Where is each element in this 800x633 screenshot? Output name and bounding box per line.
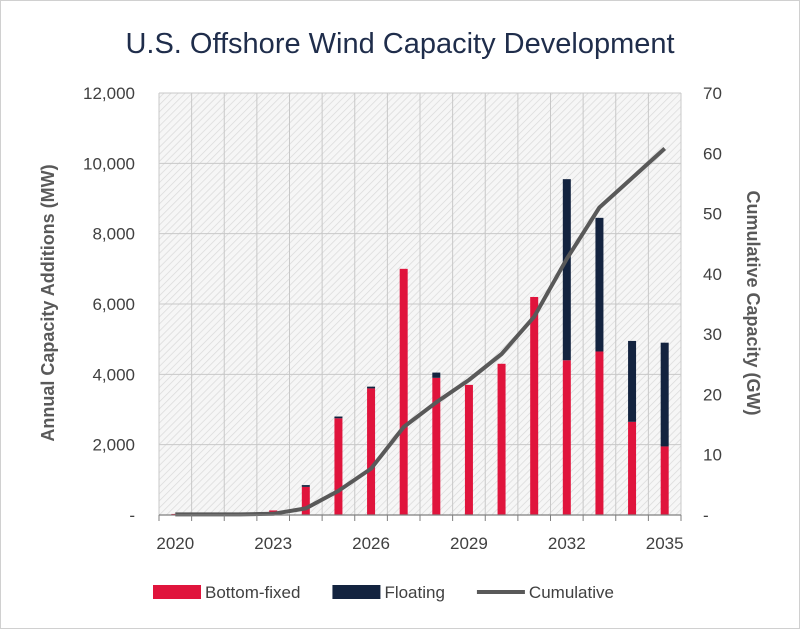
- bar-floating: [432, 372, 441, 378]
- bar-bottom-fixed: [595, 351, 604, 515]
- bar-bottom-fixed: [530, 296, 539, 515]
- y-tick-label: 4,000: [92, 365, 135, 384]
- bar-floating: [301, 485, 310, 487]
- grid-layer: [158, 92, 682, 515]
- x-tick-label: 2020: [156, 534, 194, 553]
- bar-bottom-fixed: [399, 268, 408, 515]
- axes-layer: 2020 2023 2026 2029 2032 2035-2,0004,0006,000…: [83, 84, 722, 553]
- y2-tick-label: 50: [703, 205, 722, 224]
- x-tick-label: 2026: [352, 534, 390, 553]
- bar-floating: [628, 340, 637, 422]
- bar-bottom-fixed: [497, 363, 506, 515]
- bar-floating: [334, 416, 343, 419]
- bar-floating: [367, 386, 376, 389]
- y2-tick-label: 40: [703, 265, 722, 284]
- cumulative-line: [175, 147, 667, 517]
- bar-bottom-fixed: [301, 486, 310, 515]
- y-tick-label: 12,000: [83, 84, 135, 103]
- legend-label-floating: Floating: [384, 583, 444, 602]
- y-tick-label: 2,000: [92, 436, 135, 455]
- bar-bottom-fixed: [628, 421, 637, 515]
- legend-label-bottom-fixed: Bottom-fixed: [205, 583, 300, 602]
- chart-title: U.S. Offshore Wind Capacity Development: [125, 28, 674, 60]
- y2-tick-label: 70: [703, 84, 722, 103]
- x-tick-label: 2032: [548, 534, 586, 553]
- x-tick-label: 2029: [450, 534, 488, 553]
- line-layer: [175, 147, 667, 517]
- bar-bottom-fixed: [367, 388, 376, 515]
- bar-bottom-fixed: [432, 377, 441, 515]
- bar-floating: [562, 179, 571, 361]
- legend: Bottom-fixed Floating Cumulative: [153, 583, 614, 602]
- x-tick-label: 2035: [646, 534, 684, 553]
- y-tick-label: 10,000: [83, 154, 135, 173]
- bar-bottom-fixed: [334, 418, 343, 515]
- y2-tick-label: 60: [703, 144, 722, 163]
- bars-layer: [171, 179, 669, 515]
- y-tick-label: -: [129, 506, 135, 525]
- legend-label-cumulative: Cumulative: [529, 583, 614, 602]
- y-tick-label: 6,000: [92, 295, 135, 314]
- y2-tick-label: 30: [703, 325, 722, 344]
- y-axis-label: Annual Capacity Additions (MW): [38, 164, 58, 441]
- bar-bottom-fixed: [464, 384, 473, 515]
- bar-floating: [660, 342, 669, 447]
- y2-axis-label: Cumulative Capacity (GW): [743, 190, 763, 415]
- y2-tick-label: -: [703, 506, 709, 525]
- y2-tick-label: 20: [703, 385, 722, 404]
- y-tick-label: 8,000: [92, 225, 135, 244]
- bar-bottom-fixed: [660, 446, 669, 515]
- x-tick-label: 2023: [254, 534, 292, 553]
- legend-swatch-bottom-fixed: [153, 585, 201, 599]
- bar-bottom-fixed: [562, 360, 571, 515]
- legend-swatch-floating: [332, 585, 381, 599]
- y2-tick-label: 10: [703, 446, 722, 465]
- bar-floating: [595, 217, 604, 352]
